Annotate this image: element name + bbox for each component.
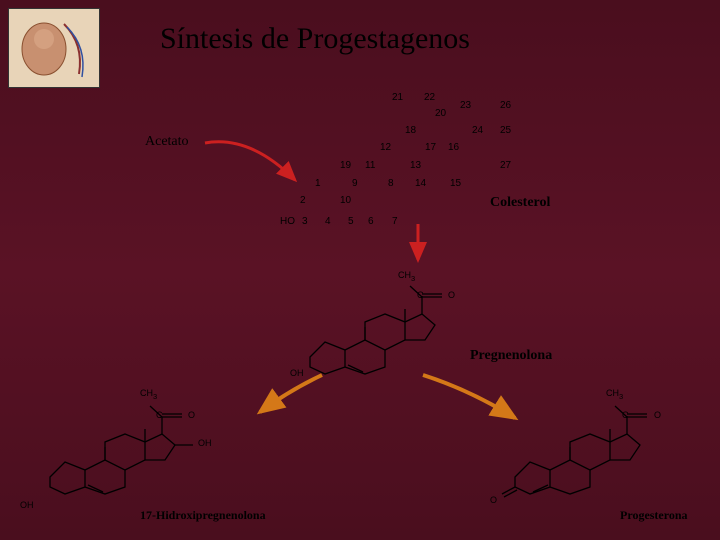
- chol-n5: 5: [348, 216, 354, 227]
- chol-n3: 3: [302, 216, 308, 227]
- chol-n1: 1: [315, 178, 321, 189]
- chol-n14: 14: [415, 178, 426, 189]
- chol-n11: 11: [365, 160, 375, 171]
- chol-n13: 13: [410, 160, 421, 171]
- colesterol-label: Colesterol: [490, 195, 550, 211]
- chol-n2: 2: [300, 195, 306, 206]
- preg-o: O: [448, 290, 455, 300]
- arrow-col-preg: [408, 222, 428, 267]
- chol-n24: 24: [472, 125, 483, 136]
- chol-n4: 4: [325, 216, 331, 227]
- acetato-label: Acetato: [145, 134, 189, 150]
- prog-o3: O: [490, 495, 497, 505]
- arrow-preg-hydroxy: [250, 370, 330, 420]
- logo-svg: [9, 9, 99, 87]
- chol-n26: 26: [500, 100, 511, 111]
- prog-c: C: [622, 410, 629, 420]
- hyd-ch3: CH3: [140, 388, 157, 401]
- chol-n18: 18: [405, 125, 416, 136]
- progesterona-label: Progesterona: [620, 508, 688, 523]
- chol-n21: 21: [392, 92, 403, 103]
- chol-n22: 22: [424, 92, 435, 103]
- chol-n19: 19: [340, 160, 351, 171]
- page-title: Síntesis de Progestagenos: [160, 22, 470, 56]
- logo-image: [8, 8, 100, 88]
- chol-n23: 23: [460, 100, 471, 111]
- chol-n7: 7: [392, 216, 398, 227]
- prog-o: O: [654, 410, 661, 420]
- chol-n20: 20: [435, 108, 446, 119]
- hyd-c: C: [156, 410, 163, 420]
- hyd-o: O: [188, 410, 195, 420]
- preg-c: C: [417, 290, 424, 300]
- chol-n27: 27: [500, 160, 511, 171]
- hyd-oh17: OH: [198, 438, 212, 448]
- chol-n16: 16: [448, 142, 459, 153]
- pregnenolona-label: Pregnenolona: [470, 348, 552, 364]
- chol-n9: 9: [352, 178, 358, 189]
- chol-n8: 8: [388, 178, 394, 189]
- pregnenolona-skeleton: [290, 262, 490, 382]
- chol-n12: 12: [380, 142, 391, 153]
- prog-ch3: CH3: [606, 388, 623, 401]
- hyd-oh3: OH: [20, 500, 34, 510]
- hydroxy-label: 17-Hidroxipregnenolona: [140, 508, 266, 523]
- chol-ho: HO: [280, 216, 295, 227]
- progesterona-skeleton: [500, 382, 700, 502]
- chol-n17: 17: [425, 142, 436, 153]
- preg-ch3: CH3: [398, 270, 415, 283]
- chol-n25: 25: [500, 125, 511, 136]
- chol-n10: 10: [340, 195, 351, 206]
- chol-n6: 6: [368, 216, 374, 227]
- arrow-acetato-colesterol: [200, 125, 310, 195]
- chol-n15: 15: [450, 178, 461, 189]
